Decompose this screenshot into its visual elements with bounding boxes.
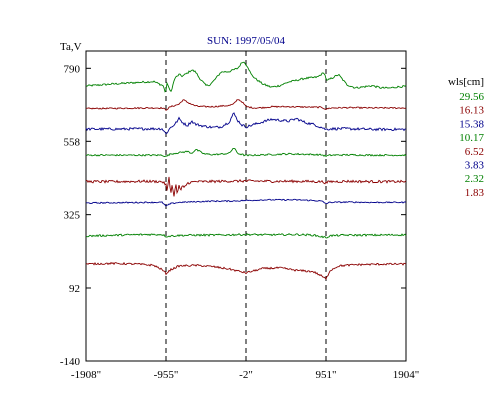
x-tick-label: 1904" <box>393 369 420 381</box>
series-line-10-17 <box>86 147 407 158</box>
legend-entry: 16.13 <box>459 105 484 117</box>
series-line-6-52 <box>85 176 407 197</box>
legend-entry: 2.32 <box>465 173 484 185</box>
series-line-2-32 <box>85 233 407 239</box>
x-tick-label: -2" <box>239 369 253 381</box>
y-tick-label: 790 <box>64 63 81 75</box>
legend-title: wls[cm] <box>448 76 484 88</box>
legend-entry: 3.83 <box>465 160 485 172</box>
legend-entry: 10.17 <box>459 132 484 144</box>
series-line-3-83 <box>86 198 407 207</box>
y-tick-label: -140 <box>60 356 81 368</box>
legend-entry: 29.56 <box>459 91 484 103</box>
y-tick-label: 325 <box>64 210 81 222</box>
legend-entry: 15.38 <box>459 118 484 130</box>
chart-title: SUN: 1997/05/04 <box>207 35 285 47</box>
series-line-1-83 <box>85 261 407 280</box>
series-line-29-56 <box>85 61 407 93</box>
legend-entry: 6.52 <box>465 146 484 158</box>
x-tick-label: -1908" <box>71 369 101 381</box>
y-tick-label: 558 <box>64 136 81 148</box>
y-axis-label: Ta,V <box>60 41 82 53</box>
x-tick-label: 951" <box>316 369 337 381</box>
legend-entry: 1.83 <box>465 187 485 199</box>
series-line-15-38 <box>85 112 407 135</box>
plot-area: -140 92 325 558 790 -1908" -955" -2" 951" 1904" <box>60 50 420 381</box>
y-tick-label: 92 <box>69 283 80 295</box>
series-line-16-13 <box>85 99 407 111</box>
x-tick-label: -955" <box>154 369 179 381</box>
